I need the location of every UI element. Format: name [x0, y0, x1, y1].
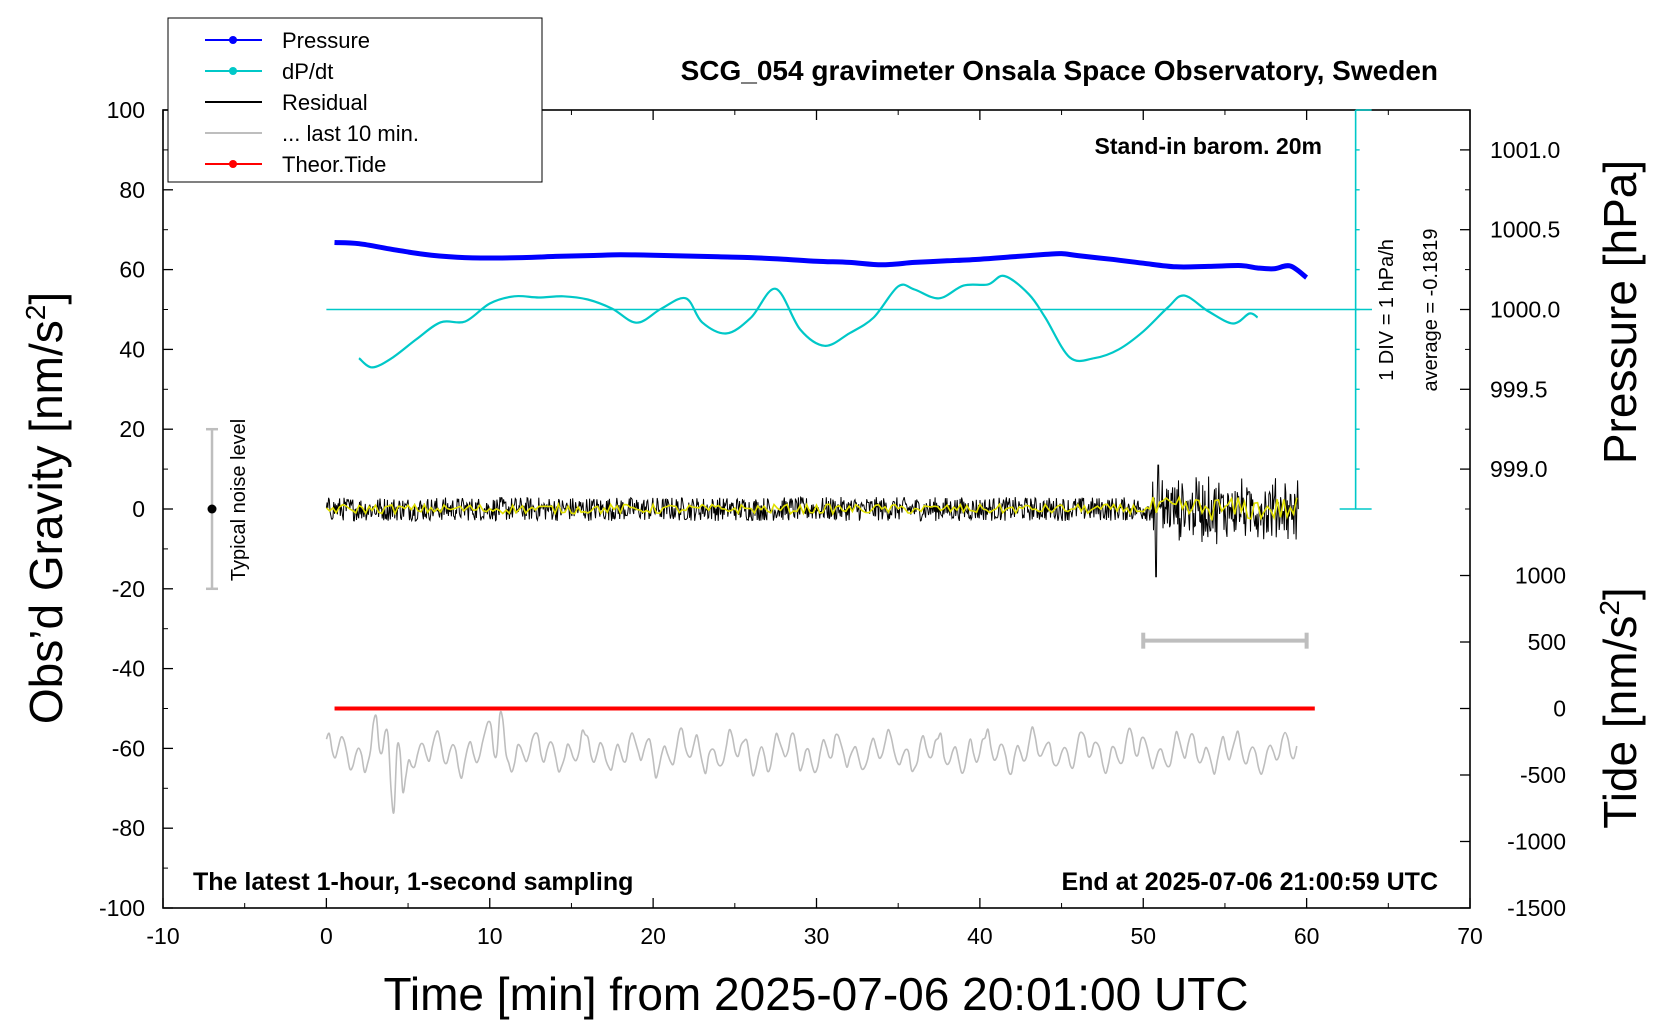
y-tick-label: 100 — [107, 97, 145, 123]
tide-tick-label: 0 — [1553, 696, 1566, 722]
left-axis-label-sup: 2 — [20, 305, 51, 321]
tide-tick-label: -1000 — [1507, 828, 1566, 854]
tide-axis-label-sup: 2 — [1594, 600, 1625, 616]
pressure-axis-label: Pressure [hPa] — [1594, 160, 1646, 464]
legend-box — [167, 17, 543, 183]
y-tick-label: -20 — [112, 576, 145, 602]
x-tick-label: 10 — [477, 923, 503, 949]
legend-marker — [229, 160, 237, 168]
legend-marker — [229, 36, 237, 44]
x-tick-label: 50 — [1130, 923, 1156, 949]
legend-label: dP/dt — [282, 59, 333, 84]
dpdt-line — [358, 274, 1259, 369]
pressure-tick-label: 1001.0 — [1490, 137, 1560, 163]
y-tick-label: 80 — [119, 177, 145, 203]
residual-line — [325, 464, 1299, 578]
last-10-min-line — [325, 710, 1298, 814]
tide-tick-label: -500 — [1520, 762, 1566, 788]
tide-axis-label: Tide [nm/s2] — [1594, 587, 1646, 828]
pressure-tick-label: 999.5 — [1490, 376, 1548, 402]
legend-label: Theor.Tide — [282, 152, 386, 177]
legend-label: Residual — [282, 90, 368, 115]
x-tick-label: 70 — [1457, 923, 1483, 949]
left-axis-label-end: ] — [20, 292, 72, 305]
y-tick-label: -60 — [112, 735, 145, 761]
y-tick-label: -80 — [112, 815, 145, 841]
tide-tick-label: 1000 — [1515, 563, 1566, 589]
legend: Pressure dP/dt Residual ... last 10 min. The… — [167, 17, 543, 183]
noise-label: Typical noise level — [228, 419, 250, 581]
pressure-line — [334, 240, 1309, 280]
x-tick-label: 20 — [640, 923, 666, 949]
tide-tick-label: 500 — [1528, 629, 1566, 655]
y-tick-label: -100 — [99, 895, 145, 921]
noise-bar-center — [207, 504, 217, 514]
x-tick-label: 30 — [804, 923, 830, 949]
div-scale-label: 1 DIV = 1 hPa/h — [1376, 239, 1398, 381]
x-tick-label: 0 — [320, 923, 333, 949]
chart-title: SCG_054 gravimeter Onsala Space Observat… — [681, 55, 1438, 86]
x-axis-label: Time [min] from 2025-07-06 20:01:00 UTC — [384, 968, 1249, 1020]
residual-smoothed-line — [325, 495, 1298, 521]
bottom-left-note: The latest 1-hour, 1-second sampling — [193, 868, 633, 896]
left-axis-label-main: Obs’d Gravity [nm/s — [20, 320, 72, 724]
legend-label: Pressure — [282, 28, 370, 53]
tide-axis-label-end: ] — [1594, 587, 1646, 600]
x-tick-label: 40 — [967, 923, 993, 949]
y-tick-label: 40 — [119, 336, 145, 362]
y-tick-label: -40 — [112, 656, 145, 682]
y-tick-label: 20 — [119, 416, 145, 442]
tide-axis-label-main: Tide [nm/s — [1594, 616, 1646, 829]
x-tick-label: 60 — [1294, 923, 1320, 949]
stand-in-note: Stand-in barom. 20m — [1095, 133, 1322, 159]
left-axis-label: Obs’d Gravity [nm/s2] — [20, 292, 72, 724]
tide-tick-label: -1500 — [1507, 895, 1566, 921]
pressure-tick-label: 999.0 — [1490, 456, 1548, 482]
x-tick-label: -10 — [146, 923, 179, 949]
legend-marker — [229, 67, 237, 75]
pressure-tick-label: 1000.5 — [1490, 217, 1560, 243]
pressure-tick-label: 1000.0 — [1490, 297, 1560, 323]
y-tick-label: 0 — [132, 496, 145, 522]
legend-label: ... last 10 min. — [282, 121, 419, 146]
bottom-right-note: End at 2025-07-06 21:00:59 UTC — [1061, 868, 1438, 896]
y-tick-label: 60 — [119, 257, 145, 283]
average-label: average = -0.1819 — [1420, 229, 1442, 392]
